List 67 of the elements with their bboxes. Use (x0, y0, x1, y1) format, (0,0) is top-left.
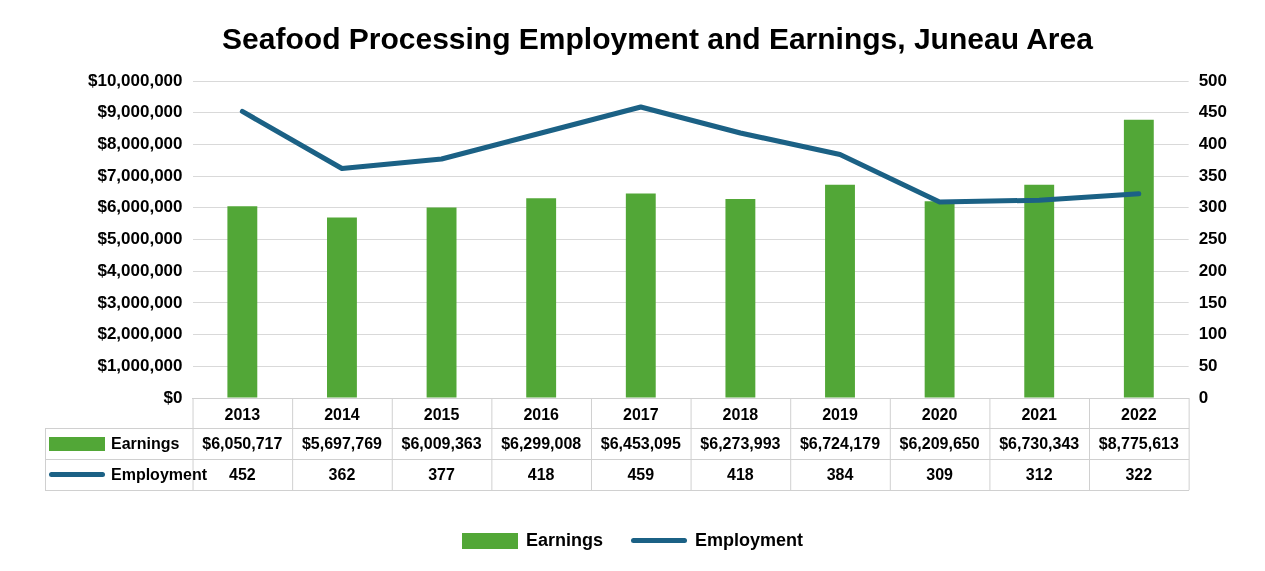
data-label: 384 (825, 464, 855, 485)
y2-tick-label: 500 (1198, 70, 1228, 90)
y2-tick-label: 200 (1198, 260, 1228, 280)
data-label: $6,009,363 (400, 433, 483, 454)
data-label: 452 (228, 465, 256, 483)
y2-tick-label: 250 (1198, 229, 1228, 249)
data-label: 312 (1024, 464, 1054, 485)
y-tick-label: $7,000,000 (97, 165, 183, 185)
y-tick-label: $6,000,000 (97, 197, 183, 217)
y2-tick-label: 300 (1198, 197, 1228, 217)
chart-title: Seafood Processing Employment and Earnings, Juneau Area (222, 22, 1094, 56)
y2-tick-label: 100 (1198, 324, 1228, 344)
text: Earnings (525, 530, 603, 550)
legend-label: Earnings (111, 434, 180, 453)
y-tick-label: $1,000,000 (97, 355, 183, 375)
y2-tick-label: 450 (1198, 102, 1228, 122)
x-tick-label: 2022 (1121, 406, 1157, 424)
data-label: $6,730,343 (998, 433, 1081, 454)
data-label: 418 (526, 464, 556, 485)
y2-tick-label: 0 (1198, 387, 1209, 407)
x-tick-label: 2015 (423, 406, 460, 424)
text: Employment (695, 530, 804, 550)
x-tick-label: 2020 (921, 406, 958, 424)
bar (924, 201, 955, 398)
bar (1123, 119, 1154, 398)
data-label: 377 (427, 464, 456, 485)
bar (426, 207, 457, 398)
data-label: $6,453,095 (599, 433, 682, 454)
data-label: $8,775,613 (1097, 433, 1180, 454)
x-tick-label: 2018 (722, 406, 759, 424)
y-tick-label: $2,000,000 (97, 324, 183, 344)
data-label: $6,299,008 (500, 433, 583, 454)
data-label: $6,209,650 (898, 433, 981, 454)
x-tick-label: 2014 (324, 406, 360, 424)
data-label: 418 (726, 464, 755, 485)
x-tick-label: 2016 (523, 406, 560, 424)
data-label: $5,697,769 (300, 433, 383, 454)
x-tick-label: 2019 (822, 406, 858, 424)
data-label: 362 (327, 464, 357, 485)
y-tick-label: $10,000,000 (87, 70, 183, 90)
y-tick-label: $9,000,000 (97, 102, 183, 122)
y2-tick-label: 400 (1198, 134, 1228, 154)
data-label: 459 (626, 464, 656, 485)
y-tick-label: $3,000,000 (97, 292, 183, 312)
bar (825, 184, 855, 398)
data-label: 322 (1124, 464, 1154, 485)
bar (227, 206, 258, 398)
bar (327, 217, 357, 398)
y2-tick-label: 150 (1198, 292, 1228, 312)
data-label: $6,273,993 (699, 433, 782, 454)
y-tick-label: $5,000,000 (97, 229, 183, 249)
data-label: 309 (925, 464, 954, 485)
legend-label: Employment (111, 465, 208, 484)
x-tick-label: 2013 (224, 406, 261, 424)
bar (625, 193, 656, 398)
bar (526, 198, 557, 398)
y-tick-label: $0 (163, 387, 183, 407)
bar (725, 199, 756, 398)
x-tick-label: 2017 (622, 406, 659, 424)
y-tick-label: $8,000,000 (97, 134, 183, 154)
y2-tick-label: 50 (1198, 355, 1218, 375)
x-tick-label: 2021 (1021, 406, 1058, 424)
y-tick-label: $4,000,000 (97, 260, 183, 280)
bar (1024, 184, 1055, 398)
data-label: $6,724,179 (798, 433, 882, 454)
data-label: $6,050,717 (201, 433, 284, 454)
y2-tick-label: 350 (1198, 165, 1228, 185)
